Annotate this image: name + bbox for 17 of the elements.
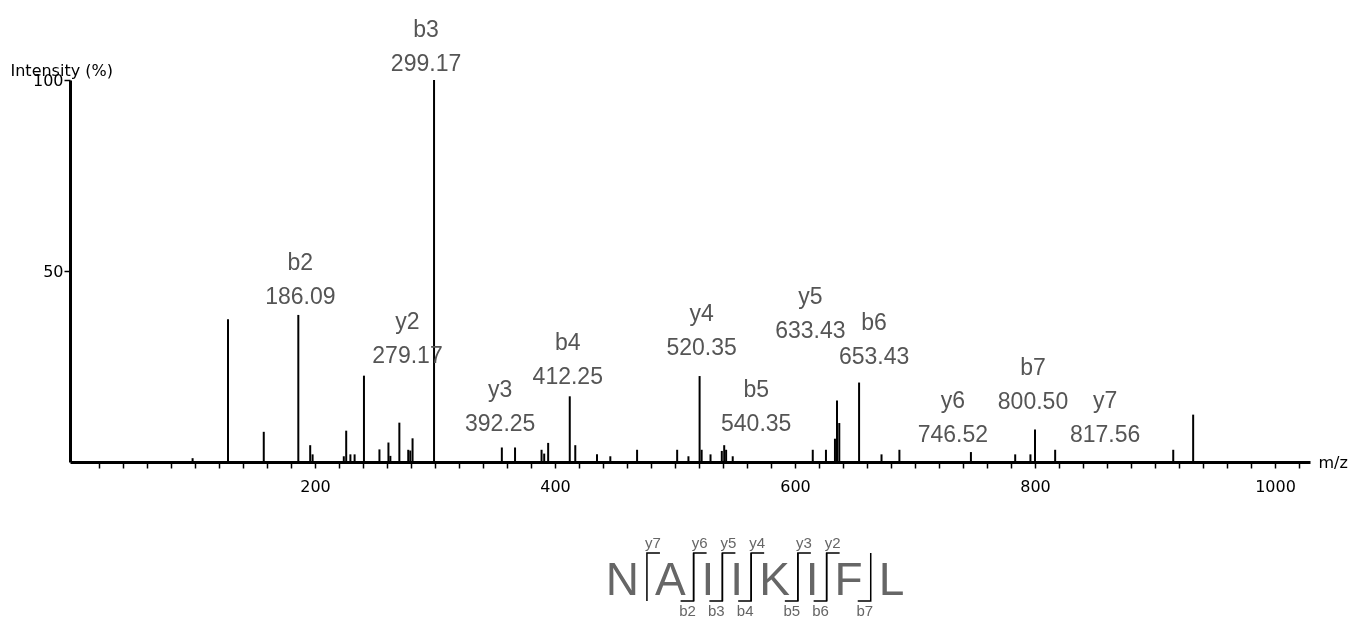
annotation: y4 520.35 bbox=[666, 300, 737, 361]
annotation: y5 633.43 bbox=[775, 283, 846, 343]
annotation: y7 817.56 bbox=[1069, 386, 1141, 447]
annotation: b3 299.17 bbox=[390, 16, 462, 76]
x-tick-label: 800 bbox=[1020, 476, 1051, 496]
x-tick-label: 400 bbox=[540, 476, 571, 496]
x-tick-label: 200 bbox=[300, 476, 331, 496]
annotation: b7 800.50 bbox=[997, 353, 1069, 414]
x-axis-title: m/z bbox=[1318, 452, 1348, 472]
annotation: b2 186.09 bbox=[265, 248, 336, 309]
x-tick-label: 1000 bbox=[1255, 476, 1296, 496]
y-tick-label: 50 bbox=[43, 261, 64, 281]
text: b2 b3 b4 b5 b6 b7 bbox=[679, 602, 874, 619]
text: y7 y6 y5 y4 y3 y2 bbox=[645, 534, 841, 551]
annotation: b5 540.35 bbox=[721, 376, 792, 437]
x-tick-label: 600 bbox=[780, 476, 811, 496]
annotation: y6 746.52 bbox=[917, 387, 989, 448]
